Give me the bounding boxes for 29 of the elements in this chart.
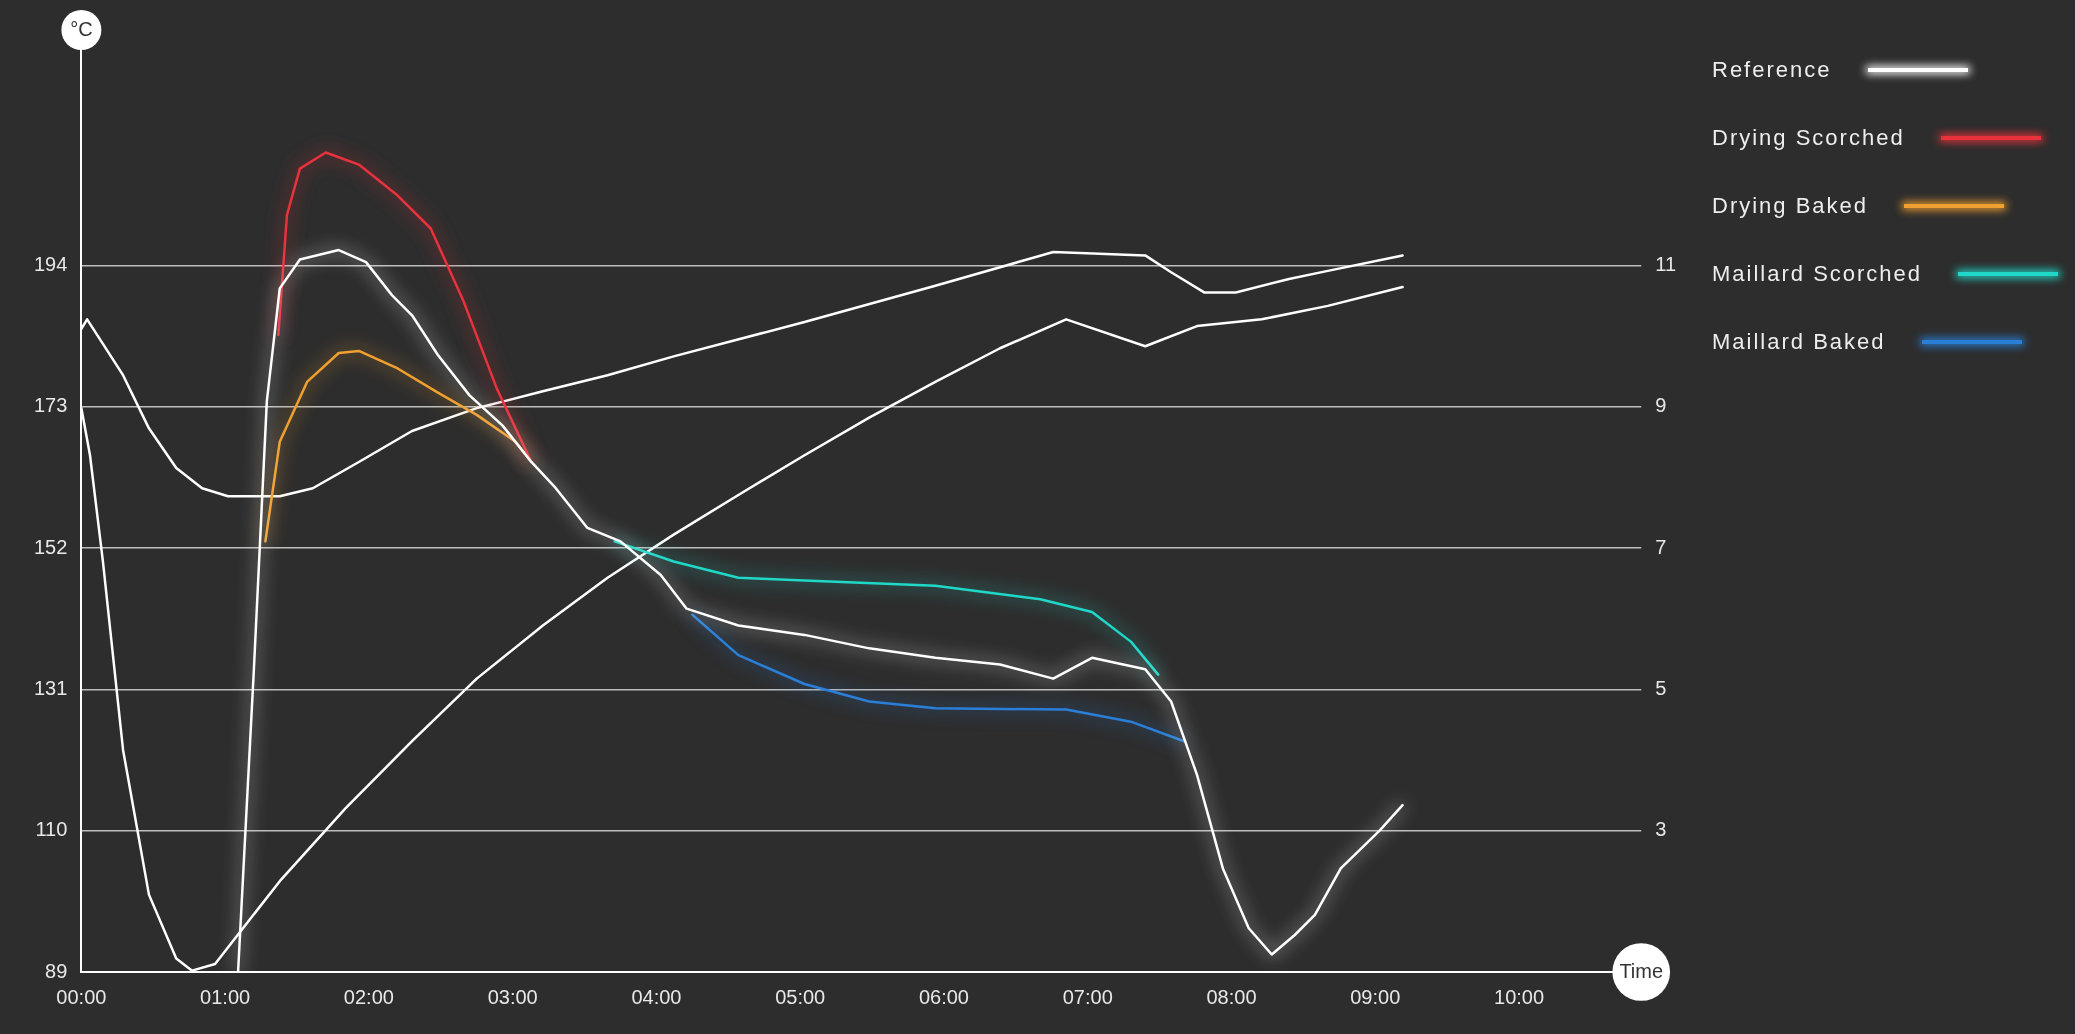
x-tick-label: 01:00 — [200, 985, 251, 1008]
y2-tick-label: 11 — [1655, 252, 1676, 275]
x-tick-label: 03:00 — [487, 985, 538, 1008]
legend-label: Reference — [1712, 57, 1832, 83]
y-tick-label: 173 — [33, 394, 68, 417]
y2-tick-label: 7 — [1655, 535, 1667, 558]
x-tick-label: 07:00 — [1062, 985, 1113, 1008]
legend-label: Maillard Scorched — [1712, 261, 1923, 287]
x-tick-label: 09:00 — [1350, 985, 1401, 1008]
x-tick-label: 08:00 — [1206, 985, 1257, 1008]
legend-label: Drying Baked — [1712, 193, 1869, 219]
legend-label: Drying Scorched — [1712, 125, 1905, 151]
x-tick-label: 00:00 — [56, 985, 107, 1008]
y2-tick-label: 5 — [1655, 676, 1667, 699]
y-tick-label: 194 — [33, 253, 68, 276]
y-tick-label: 89 — [45, 959, 68, 982]
legend-label: Maillard Baked — [1712, 329, 1886, 355]
y-axis-title: °C — [70, 17, 93, 40]
x-tick-label: 06:00 — [918, 985, 969, 1008]
x-tick-label: 05:00 — [775, 985, 826, 1008]
y2-tick-label: 3 — [1655, 818, 1667, 841]
y-tick-label: 110 — [35, 818, 68, 841]
x-tick-label: 04:00 — [631, 985, 682, 1008]
y2-tick-label: 9 — [1655, 394, 1667, 417]
y-tick-label: 131 — [33, 676, 68, 699]
x-tick-label: 02:00 — [343, 985, 394, 1008]
y-tick-label: 152 — [33, 535, 68, 558]
x-axis-title: Time — [1619, 959, 1664, 982]
x-tick-label: 10:00 — [1494, 985, 1545, 1008]
